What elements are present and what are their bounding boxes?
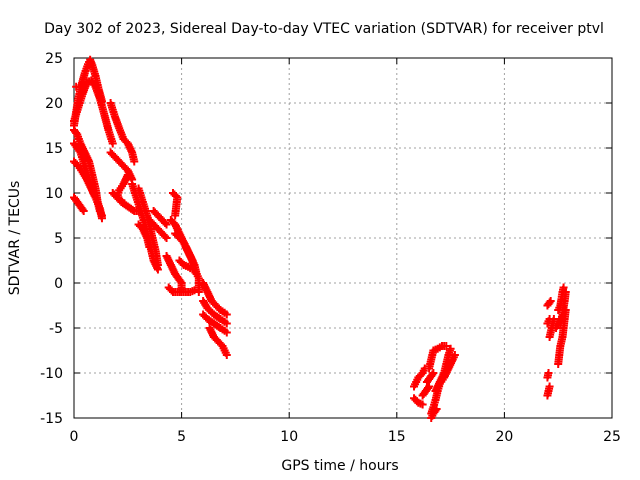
x-axis-label: GPS time / hours bbox=[281, 458, 398, 474]
data-point bbox=[75, 82, 84, 91]
y-tick-label: -10 bbox=[40, 366, 63, 382]
series-arc-w bbox=[181, 243, 203, 296]
y-axis-label: SDTVAR / TECUs bbox=[7, 181, 23, 296]
series-arc-i bbox=[106, 148, 137, 184]
y-axis-tick-labels: 25 20 15 10 5 0 -5 -10 -15 bbox=[40, 51, 63, 427]
data-series bbox=[70, 55, 570, 422]
x-tick-label: 10 bbox=[280, 429, 298, 445]
y-tick-label: -15 bbox=[40, 411, 63, 427]
series-arc-e bbox=[70, 139, 100, 202]
data-point bbox=[561, 288, 570, 296]
data-point bbox=[161, 219, 170, 227]
series-arc-r bbox=[168, 189, 182, 220]
data-point bbox=[79, 207, 88, 215]
series-arc-am bbox=[543, 297, 555, 310]
data-point bbox=[145, 243, 154, 251]
series-arc-p bbox=[149, 207, 171, 229]
data-point bbox=[418, 400, 427, 409]
data-point bbox=[194, 288, 203, 296]
series-arc-b bbox=[70, 76, 117, 148]
data-point bbox=[545, 298, 554, 307]
data-point bbox=[161, 232, 170, 241]
data-point bbox=[544, 369, 553, 377]
series-arc-ad bbox=[418, 382, 434, 400]
series-arc-ai bbox=[422, 369, 438, 386]
data-point bbox=[429, 369, 438, 377]
y-tick-label: 0 bbox=[54, 276, 63, 292]
data-point bbox=[446, 344, 455, 353]
series-arc-z bbox=[199, 310, 231, 337]
data-point bbox=[130, 157, 139, 166]
series-arc-ar bbox=[556, 288, 570, 328]
data-point bbox=[222, 319, 231, 328]
x-tick-label: 25 bbox=[603, 429, 621, 445]
data-point bbox=[222, 351, 231, 359]
x-tick-label: 15 bbox=[388, 429, 406, 445]
series-arc-h bbox=[106, 99, 139, 166]
data-point bbox=[424, 384, 433, 392]
data-point bbox=[91, 193, 100, 202]
series-arc-u bbox=[175, 256, 197, 274]
data-point bbox=[222, 328, 231, 337]
data-point bbox=[171, 211, 180, 220]
data-point bbox=[78, 205, 87, 214]
data-point bbox=[108, 139, 117, 148]
series-arc-ah bbox=[431, 344, 455, 395]
series-arc-aa bbox=[205, 324, 231, 359]
series-arc-ae bbox=[425, 342, 451, 373]
y-tick-label: -5 bbox=[49, 321, 63, 337]
x-tick-label: 20 bbox=[495, 429, 513, 445]
y-tick-label: 25 bbox=[45, 51, 63, 67]
series-arc-ak bbox=[543, 369, 553, 382]
series-arc-aj bbox=[543, 382, 554, 400]
data-point bbox=[97, 214, 106, 223]
series-arc-ag bbox=[427, 405, 441, 422]
data-point bbox=[431, 406, 440, 415]
data-point bbox=[428, 370, 437, 379]
series-arc-g bbox=[72, 82, 84, 91]
series-arc-d bbox=[70, 157, 106, 223]
data-point bbox=[162, 220, 171, 229]
series-arc-o bbox=[145, 216, 171, 242]
data-point bbox=[176, 277, 185, 286]
data-point bbox=[545, 382, 554, 391]
data-point bbox=[162, 234, 171, 242]
x-tick-label: 0 bbox=[70, 429, 79, 445]
series-arc-x bbox=[199, 279, 231, 319]
series-arc-q bbox=[162, 252, 186, 296]
data-point bbox=[425, 382, 434, 391]
data-point bbox=[432, 405, 441, 413]
x-axis-tick-labels: 0 5 10 15 20 25 bbox=[70, 429, 621, 445]
series-arc-v bbox=[164, 283, 199, 296]
series-arc-k bbox=[113, 171, 132, 205]
series-arc-f bbox=[70, 193, 88, 215]
y-tick-label: 15 bbox=[45, 141, 63, 157]
y-tick-label: 20 bbox=[45, 96, 63, 112]
data-point bbox=[128, 205, 137, 214]
series-arc-ac bbox=[410, 394, 427, 409]
data-point bbox=[222, 310, 231, 319]
series-arc-n bbox=[134, 220, 154, 251]
series-arc-y bbox=[199, 297, 231, 328]
y-tick-label: 10 bbox=[45, 186, 63, 202]
series-arc-ab bbox=[410, 364, 429, 391]
chart-title: Day 302 of 2023, Sidereal Day-to-day VTE… bbox=[44, 21, 604, 37]
x-tick-label: 5 bbox=[177, 429, 186, 445]
y-tick-label: 5 bbox=[54, 231, 63, 247]
data-point bbox=[117, 196, 126, 205]
data-point bbox=[546, 297, 555, 305]
data-point bbox=[153, 261, 162, 269]
data-point bbox=[559, 283, 568, 292]
data-point bbox=[442, 342, 451, 350]
axis-ticks bbox=[73, 57, 613, 419]
